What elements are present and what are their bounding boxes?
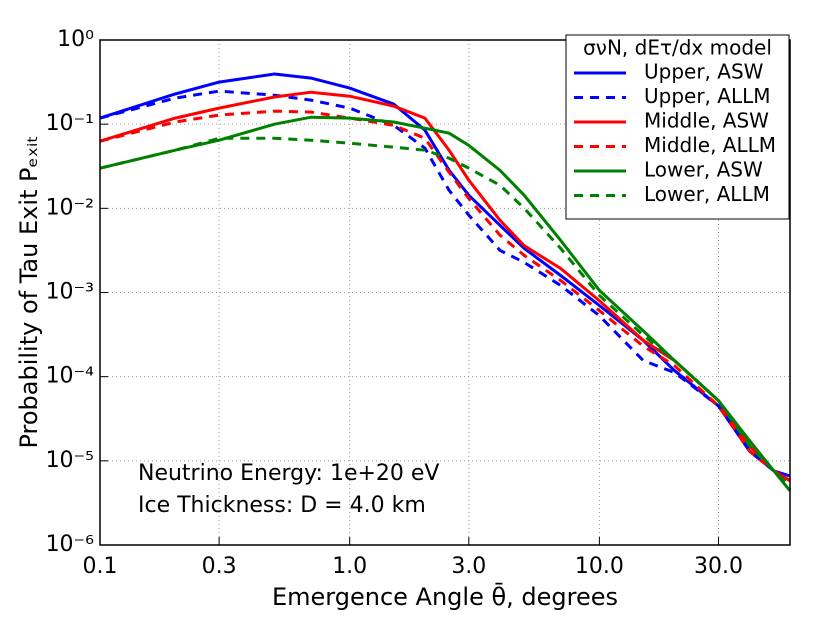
y-tick-label: 10⁻⁶ xyxy=(46,532,95,557)
legend-label: Upper, ASW xyxy=(644,60,764,84)
y-tick-label: 10⁰ xyxy=(57,27,94,52)
legend-label: Lower, ALLM xyxy=(644,182,770,206)
plot-frame xyxy=(99,39,791,546)
x-tick-label: 3.0 xyxy=(451,554,486,579)
x-axis-label: Emergence Angle θ̄, degrees xyxy=(272,582,618,611)
y-tick-label: 10⁻³ xyxy=(46,280,94,305)
x-tick-label: 10.0 xyxy=(575,554,624,579)
x-tick-label: 0.1 xyxy=(83,554,118,579)
x-tick-label: 1.0 xyxy=(332,554,367,579)
y-tick-label: 10⁻¹ xyxy=(46,111,94,136)
legend-label: Middle, ASW xyxy=(644,109,769,133)
line-series xyxy=(99,109,791,482)
legend-label: Upper, ALLM xyxy=(644,84,771,108)
y-tick-label: 10⁻² xyxy=(46,195,94,220)
legend-label: Middle, ALLM xyxy=(644,133,776,157)
line-series xyxy=(99,136,792,488)
y-axis-label: Probability of Tau Exit Pₑₓᵢₜ xyxy=(15,135,43,448)
y-tick-label: 10⁻⁵ xyxy=(46,448,94,473)
x-tick-label: 30.0 xyxy=(694,554,743,579)
legend-box xyxy=(565,34,790,220)
legend-title: σνN, dEτ/dx model xyxy=(583,36,772,60)
x-tick-label: 0.3 xyxy=(202,554,237,579)
annotation: Neutrino Energy: 1e+20 eV xyxy=(138,461,439,486)
annotation: Ice Thickness: D = 4.0 km xyxy=(138,493,426,518)
legend-label: Lower, ASW xyxy=(644,158,763,182)
y-tick-label: 10⁻⁴ xyxy=(46,364,95,389)
